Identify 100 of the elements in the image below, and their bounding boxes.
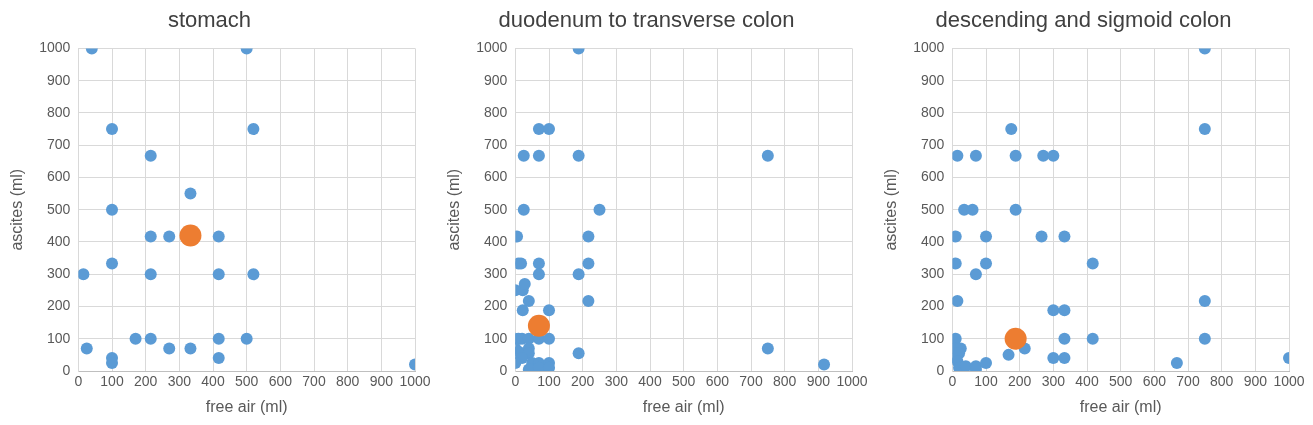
x-tick-label: 700 — [739, 373, 763, 390]
point — [106, 203, 119, 216]
point — [582, 257, 595, 270]
point — [582, 230, 595, 243]
point — [144, 332, 157, 345]
point — [1198, 295, 1211, 307]
x-axis-title: free air (ml) — [642, 397, 725, 415]
point — [163, 342, 176, 355]
point — [527, 314, 550, 337]
y-axis-title: ascites (ml) — [882, 168, 900, 251]
x-tick-label: 200 — [1008, 373, 1032, 390]
x-tick-label: 200 — [571, 373, 595, 390]
point — [1047, 304, 1060, 317]
point — [80, 342, 93, 355]
y-tick-label: 600 — [920, 168, 945, 185]
y-tick-label: 600 — [483, 168, 508, 185]
point — [1009, 203, 1022, 216]
point — [212, 268, 225, 281]
x-tick-label: 900 — [369, 373, 394, 390]
y-tick-label: 900 — [920, 71, 945, 88]
point — [212, 332, 225, 345]
point — [1005, 123, 1018, 136]
x-tick-label: 1000 — [1273, 373, 1305, 390]
point — [106, 257, 119, 270]
y-tick-label: 200 — [46, 297, 71, 314]
y-tick-label: 700 — [483, 136, 508, 153]
y-tick-label: 800 — [920, 103, 945, 120]
point — [144, 149, 157, 162]
point — [1058, 304, 1071, 317]
point — [522, 295, 535, 307]
x-tick-label: 1000 — [399, 373, 431, 390]
x-tick-label: 900 — [806, 373, 831, 390]
point — [163, 230, 176, 243]
point — [184, 342, 197, 355]
point — [517, 203, 530, 216]
y-tick-label: 400 — [483, 232, 508, 249]
point — [106, 123, 119, 136]
x-tick-label: 800 — [772, 373, 797, 390]
x-tick-label: 800 — [335, 373, 360, 390]
point — [582, 295, 595, 307]
point — [1058, 332, 1071, 345]
y-tick-label: 300 — [920, 265, 945, 282]
point — [212, 352, 225, 365]
point — [532, 149, 545, 162]
y-axis-title: ascites (ml) — [8, 168, 26, 251]
y-tick-label: 400 — [920, 232, 945, 249]
point — [1009, 149, 1022, 162]
y-tick-label: 600 — [46, 168, 71, 185]
point — [1058, 352, 1071, 365]
x-tick-label: 0 — [74, 373, 83, 390]
point — [1170, 356, 1183, 369]
point — [247, 268, 260, 281]
point — [1047, 352, 1060, 365]
x-tick-label: 800 — [1209, 373, 1234, 390]
y-tick-label: 500 — [46, 200, 71, 217]
point — [532, 257, 545, 270]
y-tick-label: 700 — [920, 136, 945, 153]
point — [761, 149, 774, 162]
point — [572, 149, 585, 162]
y-tick-label: 900 — [46, 71, 71, 88]
point — [179, 224, 202, 247]
point — [1086, 332, 1099, 345]
y-tick-label: 200 — [920, 297, 945, 314]
chart-title: stomach — [167, 7, 252, 33]
y-tick-label: 1000 — [476, 39, 508, 56]
y-tick-label: 800 — [46, 103, 71, 120]
y-tick-label: 0 — [499, 361, 508, 378]
point — [952, 149, 964, 162]
point — [952, 295, 964, 307]
point — [129, 332, 142, 345]
point — [1047, 149, 1060, 162]
point — [572, 268, 585, 281]
y-tick-label: 500 — [920, 200, 945, 217]
x-tick-label: 600 — [1142, 373, 1167, 390]
point — [969, 149, 982, 162]
point — [517, 149, 530, 162]
y-tick-label: 800 — [483, 103, 508, 120]
point — [247, 123, 260, 136]
point — [144, 268, 157, 281]
x-tick-label: 300 — [167, 373, 192, 390]
x-tick-label: 700 — [302, 373, 326, 390]
x-tick-label: 1000 — [836, 373, 868, 390]
y-tick-label: 400 — [46, 232, 71, 249]
chart-title: descending and sigmoid colon — [935, 7, 1232, 33]
point — [78, 268, 90, 281]
chart-title: duodenum to transverse colon — [498, 7, 795, 33]
point — [1002, 348, 1015, 361]
point — [969, 268, 982, 281]
y-tick-label: 300 — [46, 265, 71, 282]
point — [543, 304, 556, 317]
y-tick-label: 300 — [483, 265, 508, 282]
y-tick-label: 100 — [483, 329, 508, 346]
x-tick-label: 100 — [100, 373, 124, 390]
y-tick-label: 0 — [936, 361, 945, 378]
x-tick-label: 400 — [1075, 373, 1099, 390]
point — [532, 268, 545, 281]
point — [1004, 327, 1027, 350]
x-tick-label: 500 — [671, 373, 696, 390]
x-tick-label: 500 — [234, 373, 259, 390]
y-tick-label: 1000 — [39, 39, 71, 56]
